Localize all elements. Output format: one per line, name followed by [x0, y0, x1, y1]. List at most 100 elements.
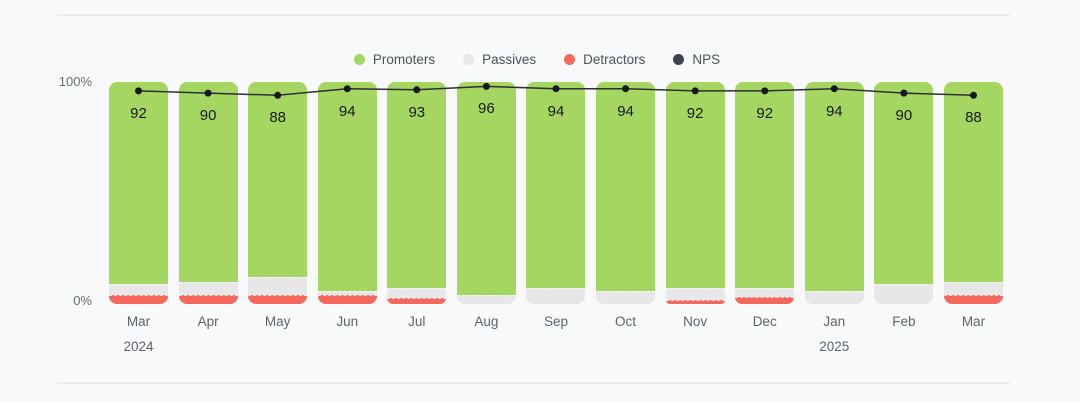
legend-item-passives[interactable]: Passives: [463, 52, 536, 67]
month-cell: Nov: [666, 313, 725, 356]
nps-dot-icon: [673, 54, 685, 65]
bar-segment-promoters[interactable]: [665, 82, 725, 289]
bar-segment-passives[interactable]: [943, 281, 1003, 296]
legend-item-nps[interactable]: NPS: [673, 52, 720, 67]
month-label: Jun: [336, 314, 359, 329]
bar-segment-detractors[interactable]: [943, 295, 1003, 304]
month-label: Aug: [474, 314, 499, 329]
bar-segment-promoters[interactable]: [735, 82, 795, 289]
nps-value-label: 92: [686, 104, 704, 122]
month-label: Feb: [892, 314, 916, 329]
bar-segment-promoters[interactable]: [178, 82, 238, 282]
month-cell: Sep: [526, 313, 585, 356]
stacked-bar-jul-4[interactable]: 93: [387, 82, 447, 304]
bar-segment-promoters[interactable]: [387, 82, 447, 289]
nps-value-label: 93: [408, 103, 426, 121]
stacked-bar-jan-10[interactable]: 94: [804, 82, 864, 304]
bar-segment-detractors[interactable]: [735, 297, 795, 304]
bar-segment-passives[interactable]: [526, 288, 586, 304]
bar-segment-passives[interactable]: [178, 281, 238, 296]
legend-label: Promoters: [372, 52, 436, 67]
year-label: 2025: [819, 339, 850, 354]
promoters-dot-icon: [353, 54, 365, 65]
legend-label: NPS: [692, 52, 721, 67]
legend-item-promoters[interactable]: Promoters: [353, 52, 436, 67]
bar-segment-promoters[interactable]: [804, 82, 864, 291]
bar-segment-passives[interactable]: [248, 277, 308, 296]
bar-segment-passives[interactable]: [387, 288, 447, 299]
x-axis-months: Mar 2024 Apr May Jun Jul Aug Sep Oct Nov Dec Jan 202…: [109, 313, 1003, 356]
month-cell: Oct: [596, 313, 655, 356]
stacked-bar-oct-7[interactable]: 94: [596, 82, 656, 304]
bar-segment-passives[interactable]: [109, 284, 168, 296]
bar-segment-promoters[interactable]: [943, 82, 1003, 282]
bar-segment-promoters[interactable]: [317, 82, 377, 291]
bar-segment-passives[interactable]: [665, 288, 725, 300]
bar-segment-passives[interactable]: [596, 290, 656, 304]
bar-segment-detractors[interactable]: [178, 295, 238, 304]
bar-segment-passives[interactable]: [874, 284, 934, 304]
bar-segment-passives[interactable]: [456, 295, 516, 304]
nps-value-label: 92: [756, 104, 774, 122]
nps-value-label: 88: [269, 109, 286, 127]
stacked-bar-sep-6[interactable]: 94: [526, 82, 586, 304]
bar-segment-promoters[interactable]: [248, 82, 308, 278]
stacked-bar-jun-3[interactable]: 94: [317, 82, 377, 304]
stacked-bar-mar-0[interactable]: 92: [109, 82, 168, 304]
bar-segment-promoters[interactable]: [596, 82, 656, 291]
legend-label: Detractors: [583, 52, 646, 67]
bar-segment-passives[interactable]: [735, 288, 795, 298]
month-label: Mar: [961, 314, 986, 329]
chart-legend: Promoters Passives Detractors NPS: [0, 52, 1074, 67]
month-label: May: [264, 314, 291, 329]
stacked-bar-feb-11[interactable]: 90: [874, 82, 934, 304]
year-label: 2024: [123, 339, 154, 354]
month-label: Jul: [408, 314, 426, 329]
bar-segment-detractors[interactable]: [248, 295, 308, 304]
stacked-bar-may-2[interactable]: 88: [248, 82, 308, 304]
bars-container: 92 90 88 94 93 96 94 94 92 92 94 90 88: [109, 82, 1003, 304]
month-cell: Jul: [387, 313, 446, 356]
bar-segment-passives[interactable]: [317, 290, 377, 296]
month-cell: Jan 2025: [805, 313, 864, 356]
month-cell: Mar: [944, 313, 1003, 356]
nps-value-label: 94: [547, 102, 565, 120]
month-label: Mar: [126, 314, 151, 329]
nps-value-label: 96: [478, 100, 495, 118]
bar-segment-promoters[interactable]: [456, 82, 516, 296]
bar-segment-detractors[interactable]: [317, 295, 377, 304]
legend-item-detractors[interactable]: Detractors: [564, 52, 645, 67]
month-cell: Apr: [179, 313, 238, 356]
bar-segment-detractors[interactable]: [665, 299, 725, 304]
stacked-bar-mar-12[interactable]: 88: [943, 82, 1003, 304]
month-cell: Feb: [874, 313, 933, 356]
legend-label: Passives: [482, 52, 537, 67]
nps-value-label: 88: [965, 109, 982, 127]
bar-segment-promoters[interactable]: [526, 82, 586, 289]
month-label: Sep: [543, 314, 568, 329]
bar-segment-passives[interactable]: [804, 290, 864, 304]
bar-segment-detractors[interactable]: [109, 295, 168, 304]
stacked-bar-dec-9[interactable]: 92: [735, 82, 795, 304]
nps-value-label: 94: [825, 102, 843, 120]
nps-value-label: 94: [617, 102, 634, 120]
month-cell: Dec: [735, 313, 794, 356]
month-label: Apr: [197, 314, 219, 329]
bar-segment-promoters[interactable]: [874, 82, 934, 285]
stacked-bar-nov-8[interactable]: 92: [665, 82, 725, 304]
month-cell: May: [248, 313, 307, 356]
y-axis-label-100: 100%: [58, 74, 92, 89]
bar-segment-detractors[interactable]: [387, 298, 447, 304]
stacked-bar-apr-1[interactable]: 90: [178, 82, 238, 304]
y-axis-label-0: 0%: [73, 293, 92, 308]
stacked-bar-aug-5[interactable]: 96: [456, 82, 516, 304]
bar-segment-promoters[interactable]: [109, 82, 168, 285]
month-cell: Mar 2024: [109, 313, 168, 356]
month-label: Jan: [823, 314, 846, 329]
month-label: Dec: [752, 314, 777, 329]
bottom-divider: [57, 382, 1010, 384]
nps-value-label: 92: [130, 104, 147, 122]
nps-value-label: 94: [338, 102, 356, 120]
month-cell: Jun: [318, 313, 377, 356]
